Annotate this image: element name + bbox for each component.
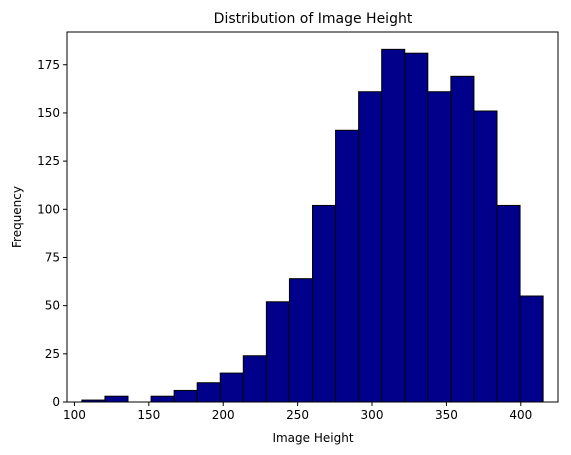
y-tick-label-0: 0 bbox=[52, 395, 60, 409]
histogram-bar-11 bbox=[335, 129, 360, 403]
y-axis-label: Frequency bbox=[10, 186, 24, 248]
histogram-bar-1 bbox=[104, 395, 129, 403]
x-tick-label-300: 300 bbox=[361, 408, 384, 422]
y-tick-label-175: 175 bbox=[37, 58, 60, 72]
histogram-bar-13 bbox=[381, 48, 406, 403]
y-tick-label-125: 125 bbox=[37, 154, 60, 168]
histogram-bar-19 bbox=[519, 295, 544, 403]
x-tick-label-100: 100 bbox=[63, 408, 86, 422]
histogram-bar-8 bbox=[265, 301, 290, 403]
histogram-bar-18 bbox=[496, 204, 521, 403]
histogram-bar-7 bbox=[242, 355, 267, 403]
y-tick-label-150: 150 bbox=[37, 106, 60, 120]
x-tick-label-350: 350 bbox=[435, 408, 458, 422]
histogram-bars bbox=[81, 48, 544, 403]
x-axis-label: Image Height bbox=[272, 431, 353, 445]
x-tick-label-400: 400 bbox=[509, 408, 532, 422]
histogram-bar-10 bbox=[312, 204, 337, 403]
histogram-bar-5 bbox=[196, 382, 221, 403]
histogram-bar-15 bbox=[427, 91, 452, 403]
y-tick-label-75: 75 bbox=[45, 250, 60, 264]
x-tick-label-150: 150 bbox=[137, 408, 160, 422]
y-tick-label-25: 25 bbox=[45, 347, 60, 361]
x-axis-ticks: 100 150 200 250 300 350 400 bbox=[63, 402, 532, 422]
y-tick-label-50: 50 bbox=[45, 299, 60, 313]
histogram-bar-3 bbox=[150, 395, 175, 403]
histogram-bar-9 bbox=[288, 278, 313, 403]
x-tick-label-200: 200 bbox=[212, 408, 235, 422]
histogram-bar-14 bbox=[404, 52, 429, 403]
y-tick-label-100: 100 bbox=[37, 202, 60, 216]
histogram-bar-6 bbox=[219, 372, 244, 403]
histogram-bar-4 bbox=[173, 389, 198, 403]
chart-title: Distribution of Image Height bbox=[214, 11, 413, 27]
histogram-bar-17 bbox=[473, 110, 498, 403]
x-tick-label-250: 250 bbox=[286, 408, 309, 422]
histogram-bar-12 bbox=[358, 91, 383, 403]
histogram-bar-16 bbox=[450, 75, 475, 403]
y-axis-ticks: 0 25 50 75 100 125 150 175 bbox=[37, 58, 67, 409]
plot-frame bbox=[66, 31, 559, 403]
